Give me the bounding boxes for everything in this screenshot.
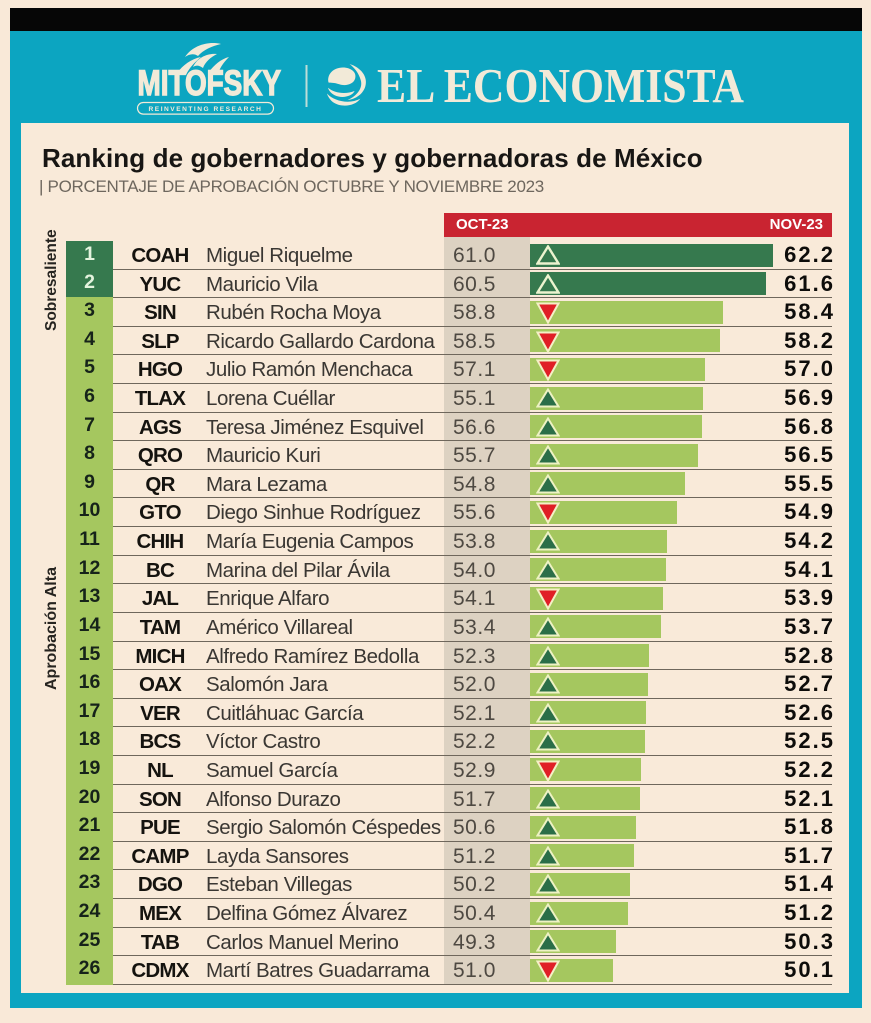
svg-text:MITOFSKY: MITOFSKY: [138, 64, 282, 103]
svg-text:EL ECONOMISTA: EL ECONOMISTA: [377, 58, 745, 113]
svg-text:REINVENTING RESEARCH: REINVENTING RESEARCH: [149, 106, 263, 113]
